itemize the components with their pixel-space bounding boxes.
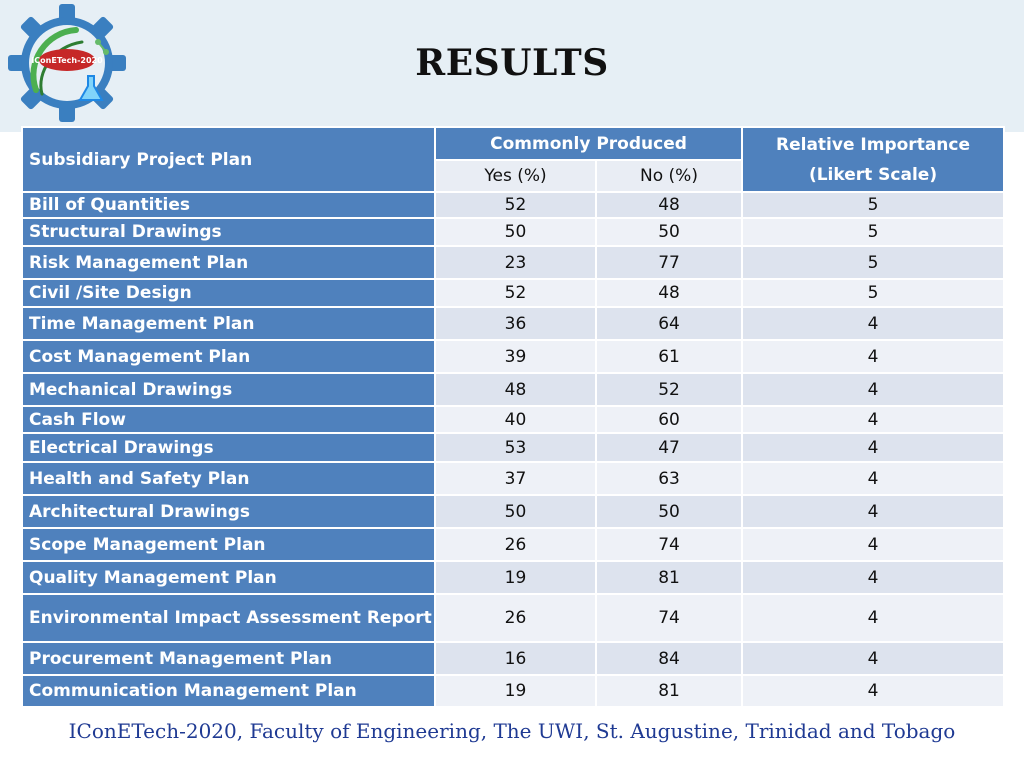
- row-label: Civil /Site Design: [21, 278, 436, 308]
- row-label: Scope Management Plan: [21, 527, 436, 562]
- yes-cell: 37: [434, 461, 597, 496]
- importance-cell: 5: [741, 245, 1006, 280]
- row-label: Cash Flow: [21, 405, 436, 434]
- row-label: Mechanical Drawings: [21, 372, 436, 407]
- importance-cell: 5: [741, 191, 1006, 219]
- yes-cell: 26: [434, 593, 597, 643]
- importance-cell: 4: [741, 641, 1006, 676]
- yes-cell: 39: [434, 339, 597, 374]
- importance-cell: 4: [741, 674, 1006, 708]
- flask-icon: [78, 75, 104, 101]
- table-row: Bill of Quantities 52 48 5: [21, 191, 1006, 219]
- importance-cell: 4: [741, 461, 1006, 496]
- header-ri-line2: (Likert Scale): [808, 164, 938, 185]
- yes-cell: 23: [434, 245, 597, 280]
- header-yes: Yes (%): [434, 159, 597, 193]
- importance-cell: 4: [741, 527, 1006, 562]
- table-row: Risk Management Plan 23 77 5: [21, 245, 1006, 280]
- table-row: Cash Flow 40 60 4: [21, 405, 1006, 434]
- iconetech-logo: IConETech-2020: [8, 4, 126, 122]
- no-cell: 84: [594, 641, 744, 676]
- no-cell: 77: [594, 245, 744, 280]
- results-table: Subsidiary Project Plan Commonly Produce…: [21, 126, 1006, 708]
- importance-cell: 4: [741, 306, 1006, 341]
- importance-cell: 4: [741, 494, 1006, 529]
- importance-cell: 4: [741, 372, 1006, 407]
- header-commonly-produced: Commonly Produced: [433, 126, 744, 161]
- no-cell: 61: [594, 339, 744, 374]
- row-label: Environmental Impact Assessment Report: [21, 593, 436, 643]
- importance-cell: 4: [741, 560, 1006, 595]
- table-row: Architectural Drawings 50 50 4: [21, 494, 1006, 529]
- row-label: Electrical Drawings: [21, 432, 436, 463]
- yes-cell: 40: [434, 405, 597, 434]
- row-label: Cost Management Plan: [21, 339, 436, 374]
- yes-cell: 19: [434, 560, 597, 595]
- table-row: Health and Safety Plan 37 63 4: [21, 461, 1006, 496]
- row-label: Architectural Drawings: [21, 494, 436, 529]
- yes-cell: 52: [434, 278, 597, 308]
- no-cell: 48: [594, 278, 744, 308]
- row-label: Procurement Management Plan: [21, 641, 436, 676]
- table-row: Civil /Site Design 52 48 5: [21, 278, 1006, 308]
- table-row: Scope Management Plan 26 74 4: [21, 527, 1006, 562]
- no-cell: 47: [594, 432, 744, 463]
- footer-text: IConETech-2020, Faculty of Engineering, …: [68, 719, 956, 743]
- table-row: Mechanical Drawings 48 52 4: [21, 372, 1006, 407]
- row-label: Health and Safety Plan: [21, 461, 436, 496]
- row-label: Time Management Plan: [21, 306, 436, 341]
- importance-cell: 5: [741, 217, 1006, 247]
- row-label: Structural Drawings: [21, 217, 436, 247]
- no-cell: 48: [594, 191, 744, 219]
- table-row: Environmental Impact Assessment Report 2…: [21, 593, 1006, 643]
- table-row: Electrical Drawings 53 47 4: [21, 432, 1006, 463]
- page-title: RESULTS: [415, 42, 609, 84]
- yes-cell: 36: [434, 306, 597, 341]
- row-label: Quality Management Plan: [21, 560, 436, 595]
- yes-cell: 52: [434, 191, 597, 219]
- yes-cell: 50: [434, 217, 597, 247]
- no-cell: 63: [594, 461, 744, 496]
- table-row: Cost Management Plan 39 61 4: [21, 339, 1006, 374]
- yes-cell: 53: [434, 432, 597, 463]
- no-cell: 60: [594, 405, 744, 434]
- row-label: Bill of Quantities: [21, 191, 436, 219]
- no-cell: 74: [594, 527, 744, 562]
- header-plan: Subsidiary Project Plan: [21, 126, 436, 193]
- header-relative-importance: Relative Importance (Likert Scale): [741, 126, 1006, 193]
- yes-cell: 26: [434, 527, 597, 562]
- yes-cell: 16: [434, 641, 597, 676]
- yes-cell: 19: [434, 674, 597, 708]
- table-row: Procurement Management Plan 16 84 4: [21, 641, 1006, 676]
- row-label: Risk Management Plan: [21, 245, 436, 280]
- no-cell: 64: [594, 306, 744, 341]
- table-row: Time Management Plan 36 64 4: [21, 306, 1006, 341]
- header-no: No (%): [594, 159, 744, 193]
- no-cell: 50: [594, 217, 744, 247]
- importance-cell: 5: [741, 278, 1006, 308]
- no-cell: 52: [594, 372, 744, 407]
- yes-cell: 50: [434, 494, 597, 529]
- table-row: Structural Drawings 50 50 5: [21, 217, 1006, 247]
- logo-text: IConETech-2020: [31, 56, 103, 65]
- header-band: [0, 0, 1024, 132]
- row-label: Communication Management Plan: [21, 674, 436, 708]
- importance-cell: 4: [741, 405, 1006, 434]
- importance-cell: 4: [741, 339, 1006, 374]
- header-ri-line1: Relative Importance: [776, 134, 970, 155]
- no-cell: 81: [594, 674, 744, 708]
- no-cell: 74: [594, 593, 744, 643]
- table-row: Communication Management Plan 19 81 4: [21, 674, 1006, 708]
- yes-cell: 48: [434, 372, 597, 407]
- importance-cell: 4: [741, 593, 1006, 643]
- importance-cell: 4: [741, 432, 1006, 463]
- table-row: Quality Management Plan 19 81 4: [21, 560, 1006, 595]
- no-cell: 50: [594, 494, 744, 529]
- no-cell: 81: [594, 560, 744, 595]
